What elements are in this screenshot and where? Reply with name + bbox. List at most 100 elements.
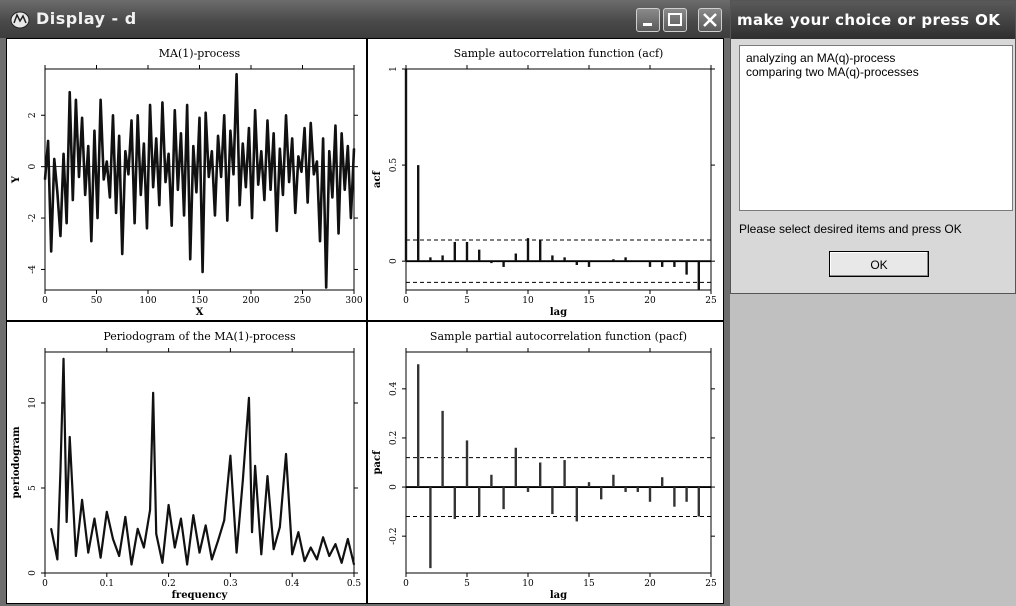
data-point [309, 122, 312, 124]
data-point [337, 232, 340, 235]
data-point [353, 563, 355, 566]
display-titlebar[interactable]: Display - d [0, 0, 730, 38]
data-point [180, 132, 182, 135]
data-point [210, 558, 213, 561]
minimize-button[interactable] [636, 8, 660, 32]
x-tick-label: 15 [583, 296, 595, 306]
data-point [186, 104, 189, 106]
y-tick-label: 10 [28, 397, 38, 409]
data-point [223, 519, 226, 522]
chart-title: Periodogram of the MA(1)-process [103, 330, 296, 343]
data-point [285, 114, 287, 117]
data-point [68, 436, 71, 438]
pacf-chart: Sample partial autocorrelation function … [372, 330, 717, 601]
data-point [346, 538, 349, 540]
data-point [334, 124, 337, 127]
data-point [102, 178, 105, 181]
data-point [87, 551, 90, 554]
maximize-icon [668, 13, 682, 26]
data-point [328, 555, 331, 557]
data-point [161, 101, 164, 104]
data-point [214, 214, 216, 217]
x-tick-label: 0.5 [347, 579, 362, 589]
data-point [297, 531, 300, 534]
data-point [340, 132, 343, 135]
choice-dialog-titlebar[interactable]: make your choice or press OK [731, 1, 1015, 39]
x-tick-label: 0 [403, 579, 409, 589]
maximize-button[interactable] [663, 8, 687, 32]
data-point [282, 194, 284, 196]
data-point [161, 561, 164, 564]
data-point [105, 510, 108, 513]
chart-title: Sample autocorrelation function (acf) [454, 47, 664, 60]
data-point [232, 173, 235, 176]
data-point [198, 551, 201, 554]
data-point [272, 132, 275, 135]
data-point [167, 504, 170, 506]
y-tick-label: 5 [28, 485, 38, 491]
data-point [155, 533, 158, 535]
data-point [300, 170, 303, 173]
data-point [53, 158, 56, 160]
data-point [257, 183, 260, 186]
data-point [316, 558, 318, 561]
data-point [248, 397, 250, 399]
empty-background [730, 294, 1016, 606]
data-point [158, 204, 161, 207]
choice-item-compare[interactable]: comparing two MA(q)-processes [746, 65, 919, 79]
x-tick-label: 25 [705, 579, 717, 589]
data-point [62, 152, 65, 155]
data-point [350, 217, 352, 219]
choice-list[interactable]: analyzing an MA(q)-process comparing two… [739, 45, 1013, 211]
x-tick-label: 100 [139, 296, 156, 306]
ok-button[interactable]: OK [829, 251, 929, 277]
data-point [334, 543, 337, 545]
x-tick-label: 150 [191, 296, 208, 306]
data-point [87, 145, 90, 147]
data-point [220, 176, 223, 178]
y-tick-label: 0.4 [389, 381, 399, 396]
data-point [183, 214, 185, 217]
acf-panel: Sample autocorrelation function (acf) 0 5 1… [367, 38, 724, 321]
plot-frame [44, 351, 355, 574]
ma1-chart: MA(1)-process 0 50 100 150 200 250 300 -4 -2 0 2 X Y [11, 47, 363, 318]
plot-frame [405, 351, 712, 574]
choice-dialog-title: make your choice or press OK [737, 11, 1001, 29]
data-point [251, 531, 253, 534]
data-point [78, 176, 80, 178]
data-point [50, 250, 53, 253]
series-line [50, 357, 356, 566]
data-point [217, 539, 219, 542]
minimize-icon [643, 23, 652, 26]
data-point [272, 548, 275, 551]
y-axis-label: periodogram [11, 426, 22, 498]
chart-title: MA(1)-process [159, 47, 241, 60]
data-point [173, 109, 176, 112]
data-point [306, 201, 309, 204]
x-tick-label: 0.3 [223, 579, 238, 589]
data-point [189, 258, 192, 261]
data-point [124, 516, 127, 518]
data-point [229, 454, 232, 457]
y-axis-label: pacf [372, 450, 383, 475]
y-tick-label: -0.2 [389, 527, 399, 544]
data-point [275, 229, 278, 232]
data-point [59, 235, 62, 237]
data-point [248, 127, 250, 130]
data-point [146, 227, 148, 230]
periodogram-chart: Periodogram of the MA(1)-process 0 0.1 0.2 0… [11, 330, 362, 601]
chart-title: Sample partial autocorrelation function … [430, 330, 687, 343]
periodogram-panel: Periodogram of the MA(1)-process 0 0.1 0.2 0… [6, 321, 367, 604]
data-point [75, 555, 77, 557]
data-point [65, 222, 68, 225]
data-point [118, 555, 121, 557]
data-point [266, 475, 269, 477]
data-point [180, 517, 182, 520]
choice-item-analyze[interactable]: analyzing an MA(q)-process [746, 51, 896, 65]
close-button[interactable] [698, 8, 722, 32]
data-point [235, 551, 238, 554]
data-point [121, 253, 124, 255]
xplore-app-icon [10, 11, 30, 29]
data-point [340, 561, 343, 564]
data-point [278, 147, 281, 150]
